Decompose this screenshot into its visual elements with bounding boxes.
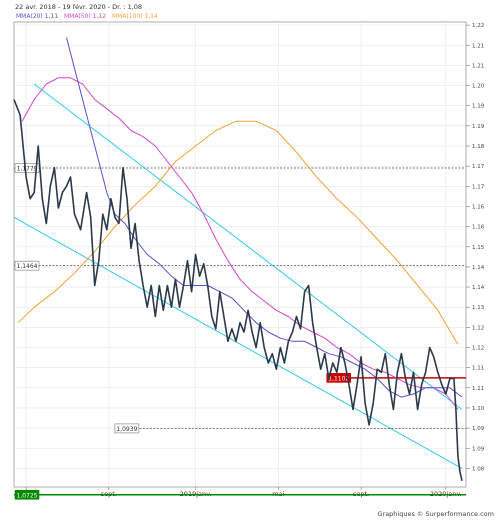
channel-line	[13, 216, 463, 469]
y-tick-label: 1.22	[472, 23, 484, 29]
reference-label-box	[14, 260, 40, 271]
y-tick-label: 1.19	[472, 124, 485, 130]
y-tick-label: 1.11	[472, 386, 484, 392]
indicator-legend: MMA(20) 1,11 MMA(50) 1,12 MMA(100) 1,14	[16, 13, 162, 20]
y-tick-label: 1.14	[472, 285, 485, 291]
reference-label-box	[14, 163, 40, 173]
y-tick-label: 1.16	[472, 204, 485, 210]
y-tick-label: 1.09	[472, 446, 485, 452]
y-tick-label: 1.11	[472, 366, 484, 372]
plot-area	[13, 21, 467, 488]
y-tick-label: 1.15	[472, 245, 485, 251]
y-tick-label: 1.19	[472, 104, 485, 110]
y-tick-label: 1.17	[472, 164, 485, 170]
y-tick-label: 1.16	[472, 225, 485, 231]
reference-label-box	[326, 373, 352, 383]
reference-label-box	[114, 423, 140, 434]
reference-label: 1,1464	[17, 263, 38, 270]
chart-header-info: 22 avr. 2018 - 19 févr. 2020 - Dr. : 1,0…	[15, 3, 143, 11]
y-tick-label: 1.13	[472, 305, 485, 311]
y-tick-label: 1.12	[472, 325, 484, 331]
reference-label: 1,0939	[116, 426, 137, 433]
chart-footer: Graphiques © Surperformance.com	[377, 510, 494, 518]
channel-line	[33, 83, 463, 410]
legend-mma20: MMA(20) 1,11	[16, 13, 59, 20]
mma100-line	[17, 120, 459, 345]
y-tick-label: 1.09	[472, 426, 485, 432]
legend-mma100: MMA(100) 1,14	[111, 13, 158, 20]
reference-label-box	[14, 489, 40, 500]
y-tick-label: 1.10	[472, 406, 485, 412]
y-tick-label: 1.14	[472, 265, 485, 271]
mma50-line	[21, 77, 459, 410]
reference-label: 1,0725	[17, 492, 38, 499]
y-tick-label: 1.21	[472, 43, 484, 49]
y-tick-label: 1.08	[472, 466, 485, 472]
y-tick-label: 1.17	[472, 184, 485, 190]
y-tick-label: 1.12	[472, 346, 484, 352]
reference-label: 1,1102	[328, 375, 349, 382]
y-tick-label: 1.20	[472, 84, 485, 90]
y-tick-label: 1.18	[472, 144, 485, 150]
reference-label: 1,1779	[17, 166, 38, 173]
legend-mma50: MMA(50) 1,12	[63, 13, 107, 20]
y-tick-label: 1.21	[472, 63, 484, 69]
price-line	[13, 99, 463, 481]
